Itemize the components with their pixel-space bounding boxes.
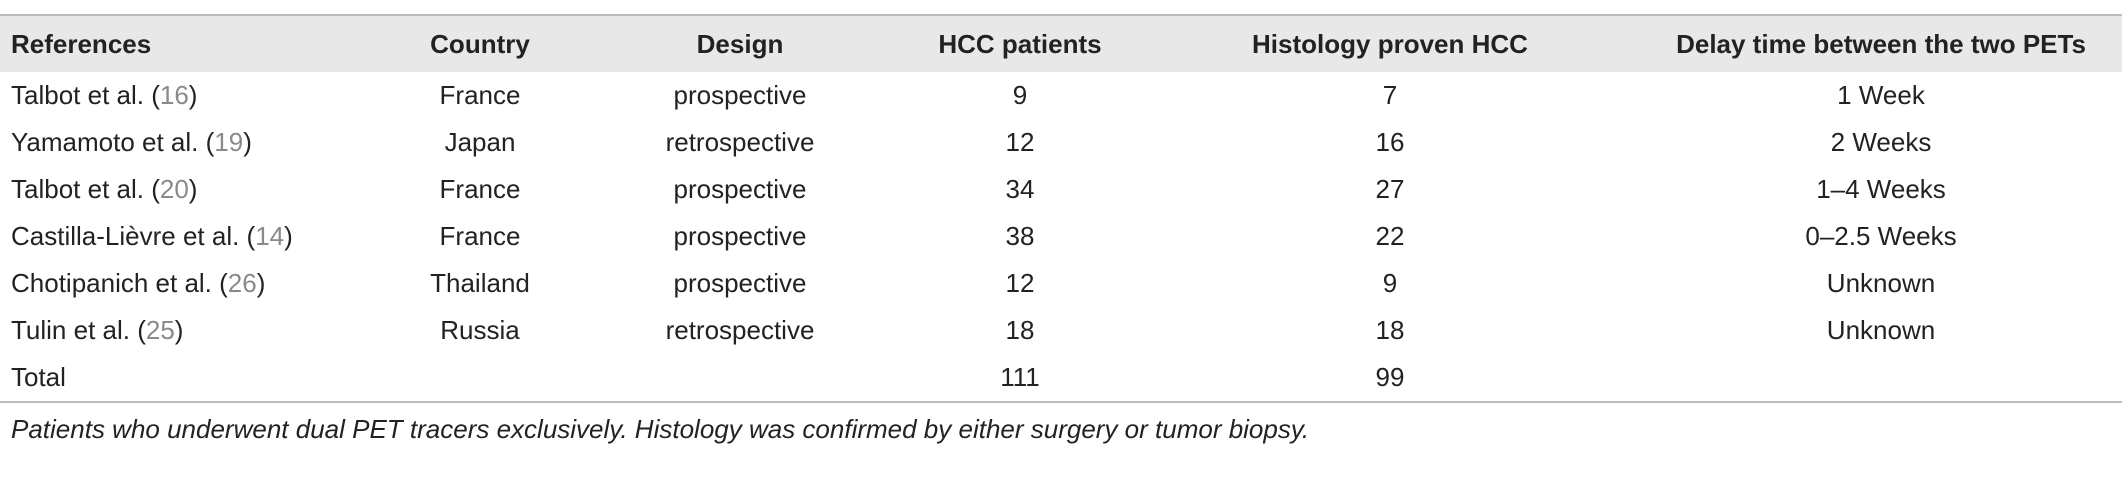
table-cell: 111 — [900, 354, 1140, 403]
table-cell: Castilla-Lièvre et al. (14) — [11, 221, 293, 251]
table-cell: Yamamoto et al. (19) — [11, 127, 252, 157]
table-cell: 22 — [1375, 221, 1405, 251]
table-cell — [1640, 354, 2122, 403]
table-cell: 1–4 Weeks — [1816, 174, 1946, 204]
table-row: Tulin et al. (25) Russia retrospective 18 18… — [0, 307, 2122, 354]
table-cell: Total — [0, 354, 380, 403]
column-header: Country — [380, 14, 580, 72]
table-cell: 16 — [1375, 127, 1405, 157]
table-cell: 12 — [1005, 127, 1035, 157]
table-cell: prospective — [673, 268, 807, 298]
table-cell: 18 — [1005, 315, 1035, 345]
table-cell: France — [439, 174, 521, 204]
table-cell: 2 Weeks — [1830, 127, 1932, 157]
table-row: Talbot et al. (16) France prospective 9 7 1 W… — [0, 72, 2122, 119]
table-cell: Thailand — [430, 268, 530, 298]
table-body: Talbot et al. (16) France prospective 9 7 1 W… — [0, 72, 2122, 403]
table-cell: retrospective — [665, 127, 815, 157]
table-cell: 1 Week — [1837, 80, 1925, 110]
table-cell: retrospective — [665, 315, 815, 345]
table-cell: prospective — [673, 221, 807, 251]
column-header: Design — [580, 14, 900, 72]
table-cell: Unknown — [1826, 268, 1936, 298]
table-cell: France — [439, 80, 521, 110]
table-cell — [380, 354, 580, 403]
table-cell: prospective — [673, 80, 807, 110]
table-row: Castilla-Lièvre et al. (14) France prospec… — [0, 213, 2122, 260]
table-cell: Japan — [444, 127, 516, 157]
column-header: HCC patients — [900, 14, 1140, 72]
table-cell: 27 — [1375, 174, 1405, 204]
table-row: Chotipanich et al. (26) Thailand prospecti… — [0, 260, 2122, 307]
header-row: References Country Design HCC patients Histo… — [0, 14, 2122, 72]
table-cell: 0–2.5 Weeks — [1805, 221, 1957, 251]
table-cell: Talbot et al. (16) — [11, 80, 198, 110]
table-cell: prospective — [673, 174, 807, 204]
page: References Country Design HCC patients Histo… — [0, 14, 2122, 494]
table-cell: 99 — [1140, 354, 1640, 403]
table-cell: France — [439, 221, 521, 251]
table-cell — [580, 354, 900, 403]
table-cell: 7 — [1382, 80, 1398, 110]
table-cell: Talbot et al. (20) — [11, 174, 198, 204]
table-cell: 18 — [1375, 315, 1405, 345]
table-row: Yamamoto et al. (19) Japan retrospective 12… — [0, 119, 2122, 166]
table-cell: 9 — [1012, 80, 1028, 110]
table-cell: 34 — [1005, 174, 1035, 204]
table-cell: Chotipanich et al. (26) — [11, 268, 266, 298]
table-cell: 9 — [1382, 268, 1398, 298]
table-cell: Tulin et al. (25) — [11, 315, 184, 345]
table-cell: 12 — [1005, 268, 1035, 298]
data-table: References Country Design HCC patients Histo… — [0, 14, 2122, 403]
footnote: Patients who underwent dual PET tracers … — [11, 414, 1310, 444]
table-cell: 38 — [1005, 221, 1035, 251]
table-cell: Unknown — [1826, 315, 1936, 345]
column-header: Histology proven HCC — [1140, 14, 1640, 72]
column-header: Delay time between the two PETs — [1640, 14, 2122, 72]
total-row: Total 111 99 — [0, 354, 2122, 403]
column-header: References — [0, 14, 380, 72]
table-row: Talbot et al. (20) France prospective 34 27 1… — [0, 166, 2122, 213]
table-cell: Russia — [440, 315, 520, 345]
